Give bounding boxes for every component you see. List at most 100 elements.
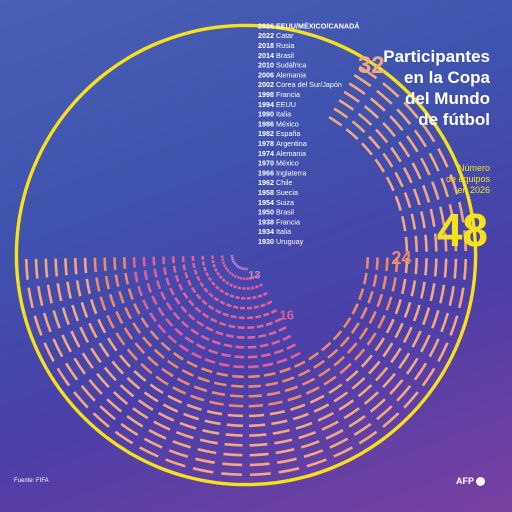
team-segment: [396, 385, 412, 402]
team-segment: [190, 286, 197, 294]
year-label-1938: 1938: [258, 217, 274, 226]
team-segment: [62, 91, 85, 117]
team-segment: [255, 314, 262, 319]
host-label-2014: Brasil: [276, 51, 294, 60]
team-segment: [188, 299, 195, 307]
host-label-2026: EEUU/MÉXICO/CANADÁ: [276, 21, 359, 30]
ring-2010: [54, 90, 438, 447]
team-segment: [248, 384, 261, 388]
year-label-1990: 1990: [258, 110, 274, 119]
team-segment: [215, 330, 224, 336]
host-label-1954: Suiza: [276, 198, 294, 207]
team-segment: [172, 440, 192, 449]
team-segment: [407, 393, 430, 419]
team-segment: [357, 384, 373, 398]
team-segment: [254, 285, 259, 289]
team-segment: [134, 342, 146, 355]
team-segment: [405, 357, 419, 375]
ring-1938: [211, 255, 263, 290]
team-segment: [275, 25, 306, 35]
team-segment: [248, 364, 259, 369]
team-segment: [404, 257, 409, 274]
team-segment: [372, 274, 378, 288]
team-segment: [203, 287, 209, 293]
team-segment: [268, 330, 277, 336]
ring-1978: [132, 257, 301, 369]
team-segment: [333, 355, 346, 367]
team-segment: [271, 419, 288, 426]
afp-logo: AFP: [456, 476, 485, 486]
team-segment: [218, 321, 227, 327]
team-segment: [458, 201, 465, 223]
team-segment: [403, 192, 412, 209]
year-label-2006: 2006: [258, 70, 274, 79]
title-line-3: del Mundo: [405, 89, 490, 108]
team-segment: [292, 412, 309, 421]
team-segment: [64, 258, 68, 276]
team-segment: [358, 430, 378, 445]
team-segment: [73, 391, 89, 409]
team-segment: [343, 407, 360, 420]
team-segment: [232, 374, 244, 379]
team-segment: [466, 195, 476, 226]
team-segment: [250, 472, 271, 477]
team-segment: [368, 310, 377, 325]
team-segment: [194, 306, 202, 313]
team-segment: [396, 108, 412, 125]
team-segment: [226, 303, 232, 308]
value-label-16: 16: [280, 308, 294, 323]
ring-1930: [230, 255, 248, 271]
team-segment: [431, 309, 440, 329]
team-segment: [328, 115, 343, 127]
team-segment: [165, 301, 173, 311]
team-segment: [115, 332, 126, 346]
team-segment: [190, 328, 200, 336]
team-segment: [437, 147, 449, 168]
team-segment: [228, 403, 244, 408]
team-segment: [199, 438, 218, 445]
team-segment: [143, 269, 149, 280]
team-segment: [325, 429, 344, 440]
teams-label-line-1: Número: [457, 163, 490, 173]
team-segment: [449, 174, 459, 195]
team-segment: [348, 82, 366, 96]
team-segment: [277, 457, 297, 464]
team-segment: [304, 465, 335, 479]
team-segment: [114, 274, 120, 288]
team-segment: [384, 71, 410, 94]
team-segment: [351, 120, 366, 133]
team-segment: [421, 123, 436, 143]
team-segment: [263, 312, 270, 317]
team-segment: [157, 411, 175, 422]
team-segment: [420, 334, 431, 353]
team-segment: [211, 390, 226, 397]
team-segment: [137, 399, 154, 411]
team-segment: [44, 258, 49, 278]
team-segment: [202, 429, 220, 435]
team-segment: [247, 345, 257, 349]
team-segment: [32, 342, 49, 371]
team-segment: [169, 287, 175, 296]
team-segment: [215, 23, 247, 30]
year-label-2010: 2010: [258, 61, 274, 70]
ring-1970: [152, 256, 292, 349]
team-segment: [333, 41, 362, 58]
team-segment: [413, 362, 428, 381]
team-segment: [225, 433, 243, 437]
team-segment: [153, 420, 171, 431]
team-segment: [192, 467, 214, 474]
team-segment: [228, 324, 236, 329]
team-segment: [266, 390, 281, 397]
team-segment: [398, 352, 411, 369]
team-segment: [443, 139, 460, 168]
team-segment: [440, 177, 450, 198]
team-segment: [90, 347, 102, 364]
team-segment: [282, 376, 295, 383]
host-label-1986: México: [276, 119, 299, 128]
host-label-1994: EEUU: [276, 100, 296, 109]
ring-2026: [14, 23, 478, 487]
team-segment: [414, 235, 419, 252]
year-label-1970: 1970: [258, 159, 274, 168]
team-segment: [333, 107, 349, 119]
